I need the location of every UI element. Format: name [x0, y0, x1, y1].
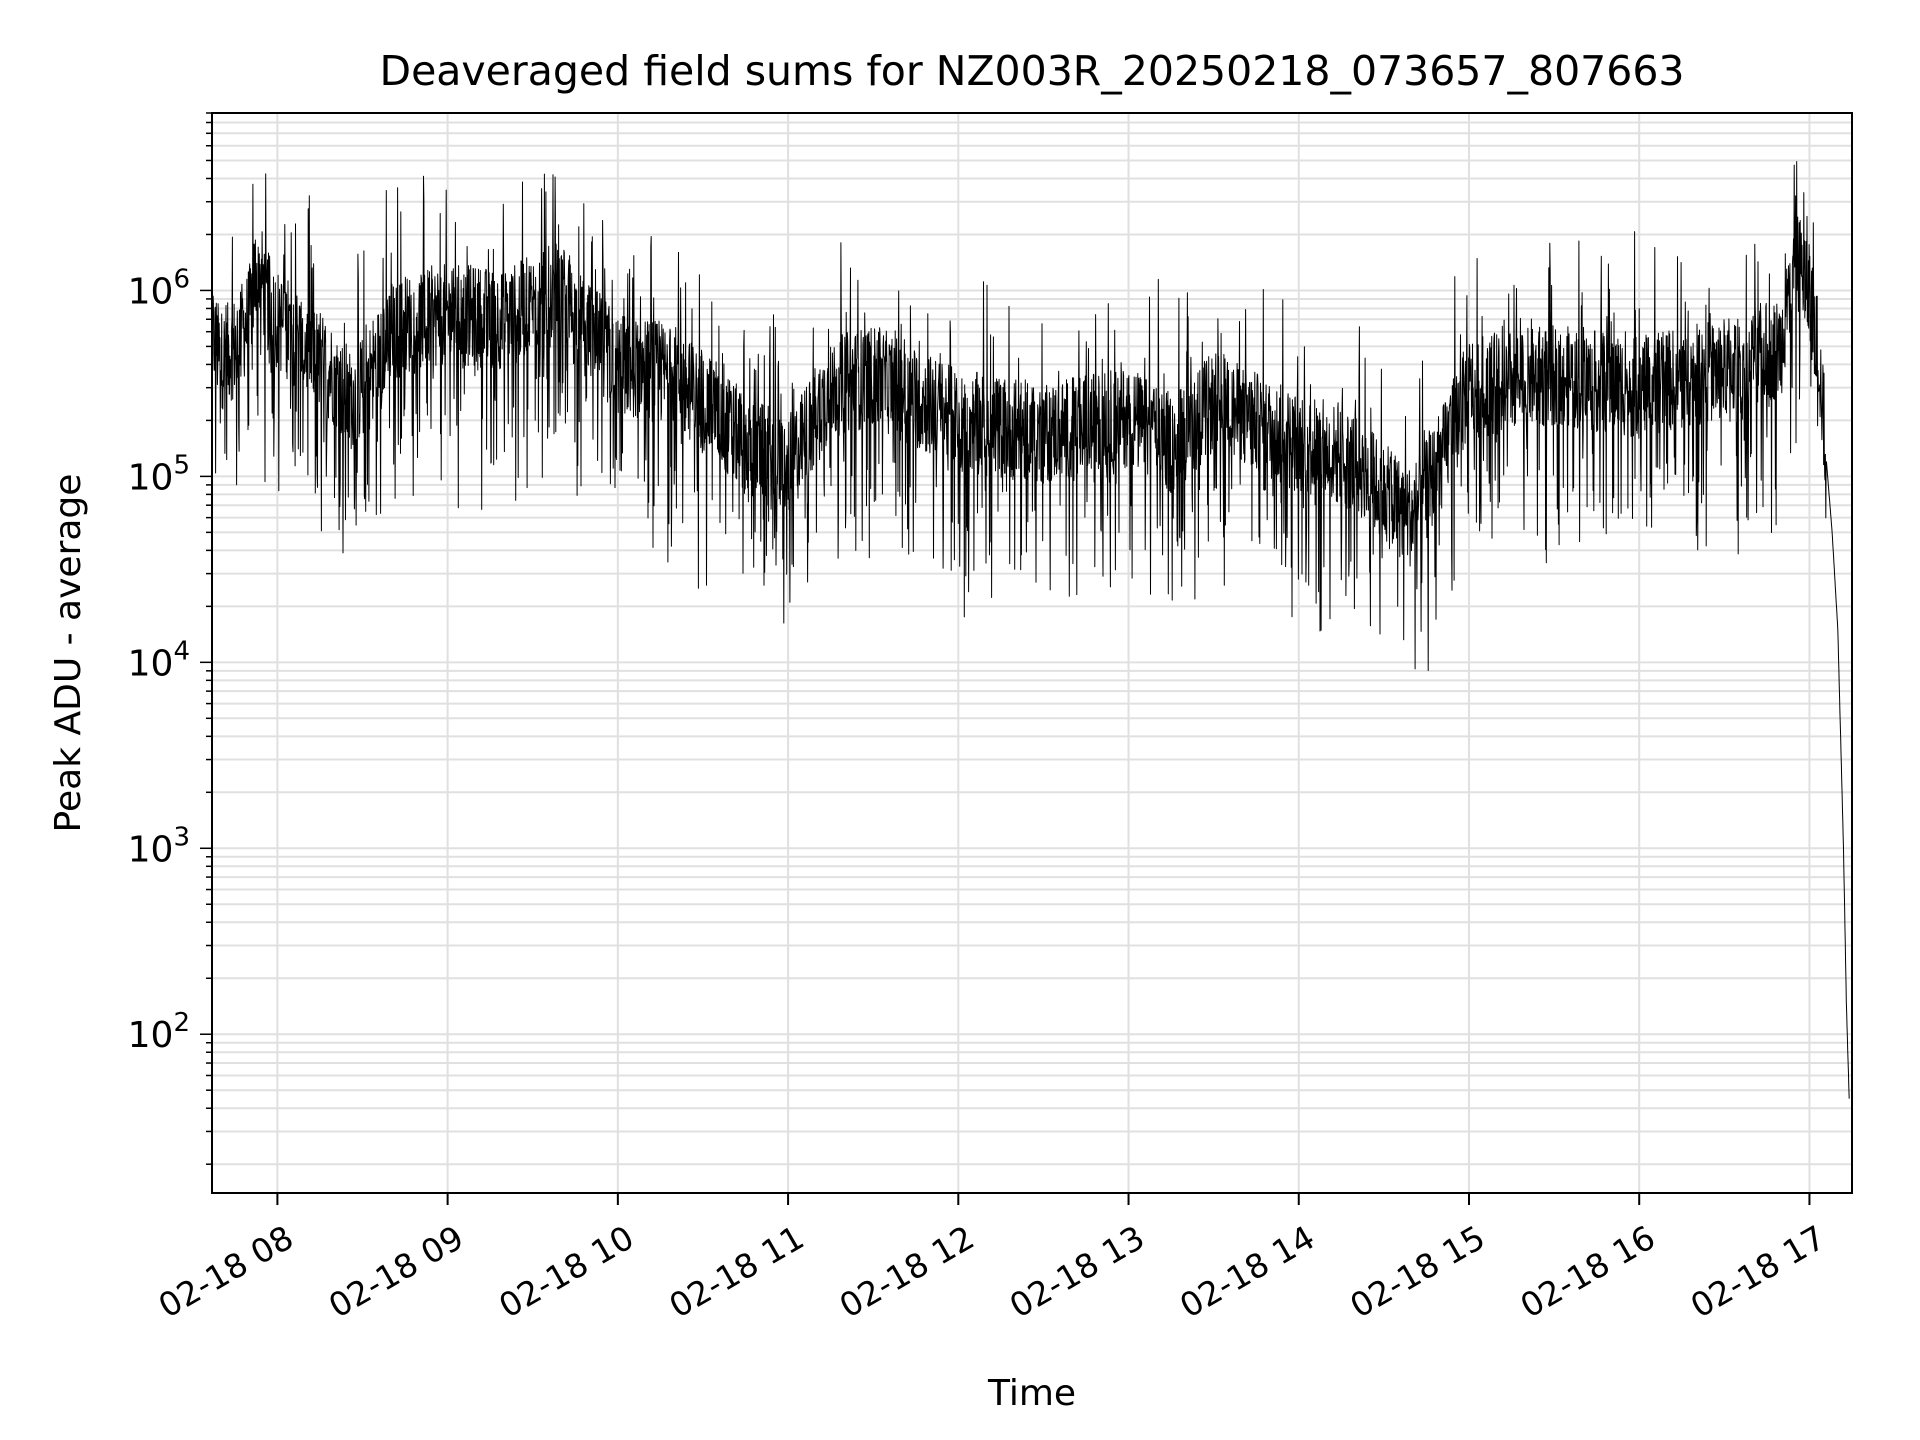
x-tick-label: 02-18 08: [152, 1218, 300, 1326]
y-tick-label: 103: [128, 822, 190, 870]
chart-title: Deaveraged field sums for NZ003R_2025021…: [380, 47, 1685, 95]
y-tick-label: 105: [128, 450, 190, 498]
x-tick-label: 02-18 12: [833, 1218, 981, 1326]
x-tick-label: 02-18 16: [1514, 1218, 1662, 1326]
x-axis-label: Time: [987, 1373, 1076, 1414]
series-line: [211, 161, 1850, 1099]
y-tick-label: 106: [128, 264, 190, 312]
y-axis-label: Peak ADU - average: [48, 474, 89, 833]
y-tick-label-exponent: 5: [173, 450, 190, 480]
y-tick-label-base: 10: [128, 829, 174, 870]
y-tick-label: 104: [128, 636, 190, 684]
y-tick-label-base: 10: [128, 643, 174, 684]
y-tick-label-exponent: 2: [173, 1008, 190, 1038]
x-tick-label: 02-18 15: [1343, 1218, 1491, 1326]
plot-frame: [211, 112, 1853, 1194]
x-tick-label: 02-18 09: [322, 1218, 470, 1326]
y-tick-label-base: 10: [128, 457, 174, 498]
y-tick-label-exponent: 3: [173, 822, 190, 852]
y-tick-label-base: 10: [128, 1015, 174, 1056]
x-tick-label: 02-18 17: [1684, 1218, 1832, 1326]
y-tick-label-exponent: 6: [173, 264, 190, 294]
grid: [212, 112, 1852, 1193]
y-tick-label-base: 10: [128, 271, 174, 312]
series-group: [211, 161, 1850, 1099]
y-tick-label-exponent: 4: [173, 636, 190, 666]
y-tick-label: 102: [128, 1008, 190, 1056]
x-tick-label: 02-18 10: [492, 1218, 640, 1326]
x-tick-label: 02-18 13: [1003, 1218, 1151, 1326]
x-tick-label: 02-18 11: [662, 1218, 810, 1326]
x-tick-label: 02-18 14: [1173, 1218, 1321, 1326]
